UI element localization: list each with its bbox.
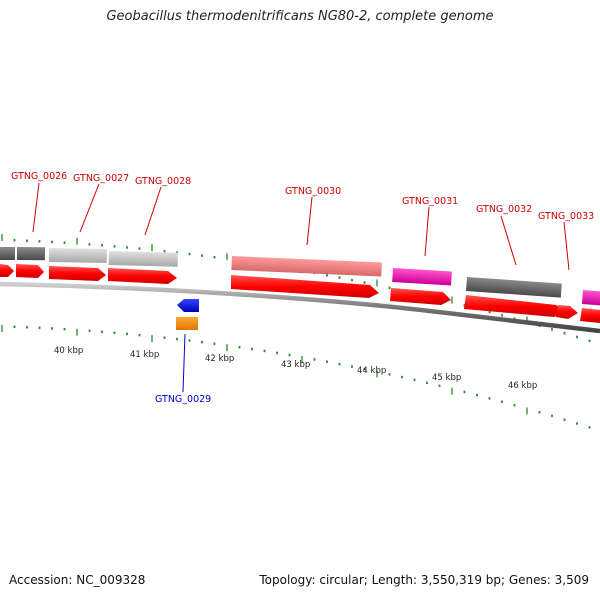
- cds-arrow: [231, 275, 379, 298]
- scale-label: 43 kbp: [281, 360, 310, 370]
- cds-arrow: [464, 295, 565, 317]
- leader-line: [32, 182, 40, 233]
- scale-label: 46 kbp: [508, 381, 537, 391]
- feature-box: [0, 247, 16, 261]
- feature-box: [392, 268, 452, 286]
- cds-reverse-track: [176, 299, 199, 330]
- feature-box: [466, 276, 562, 298]
- gene-label[interactable]: GTNG_0032: [476, 204, 532, 215]
- gene-label[interactable]: GTNG_0030: [285, 186, 341, 197]
- gene-label[interactable]: GTNG_0027: [73, 173, 129, 184]
- page-title: Geobacillus thermodenitrificans NG80‑2, …: [106, 9, 494, 24]
- leader-line: [144, 186, 162, 236]
- leader-line: [79, 183, 100, 233]
- cds-arrow: [108, 268, 177, 284]
- scale-label: 44 kbp: [357, 366, 386, 376]
- cds-arrow: [390, 288, 451, 305]
- feature-box: [231, 256, 382, 277]
- scale-labels: 40 kbp 41 kbp 42 kbp 43 kbp 44 kbp 45 kb…: [54, 346, 537, 391]
- cds-arrow: [16, 264, 44, 278]
- cds-forward-track: [0, 264, 600, 323]
- cds-arrow: [0, 264, 14, 277]
- feature-box-reverse: [176, 317, 198, 330]
- cds-arrow: [49, 266, 106, 281]
- genome-backbone: [0, 281, 600, 334]
- feature-box: [48, 248, 108, 264]
- scale-label: 45 kbp: [432, 373, 461, 383]
- scale-label: 40 kbp: [54, 346, 83, 356]
- accession-text: Accession: NC_009328: [9, 573, 146, 587]
- cds-arrow-reverse: [177, 299, 199, 312]
- gene-label[interactable]: GTNG_0029: [155, 394, 211, 405]
- gene-label-leaders: [32, 182, 570, 393]
- feature-box: [581, 290, 600, 306]
- leader-line: [563, 221, 570, 271]
- gene-label[interactable]: GTNG_0033: [538, 211, 594, 222]
- gene-label[interactable]: GTNG_0026: [11, 171, 67, 182]
- gene-label[interactable]: GTNG_0028: [135, 176, 191, 187]
- cds-arrow: [556, 305, 578, 319]
- feature-box: [108, 251, 178, 267]
- leader-line: [306, 196, 313, 246]
- leader-line: [424, 206, 430, 257]
- genome-info-text: Topology: circular; Length: 3,550,319 bp…: [259, 573, 589, 587]
- cds-arrow: [580, 308, 600, 323]
- scale-label: 41 kbp: [130, 350, 159, 360]
- gene-label[interactable]: GTNG_0031: [402, 196, 458, 207]
- inner-tick-track: [1, 325, 591, 429]
- leader-line: [500, 215, 517, 266]
- feature-color-track: [0, 247, 600, 306]
- feature-box: [16, 247, 46, 261]
- gene-labels: GTNG_0026 GTNG_0027 GTNG_0028 GTNG_0029 …: [11, 171, 594, 405]
- scale-label: 42 kbp: [205, 354, 234, 364]
- leader-line: [182, 333, 186, 393]
